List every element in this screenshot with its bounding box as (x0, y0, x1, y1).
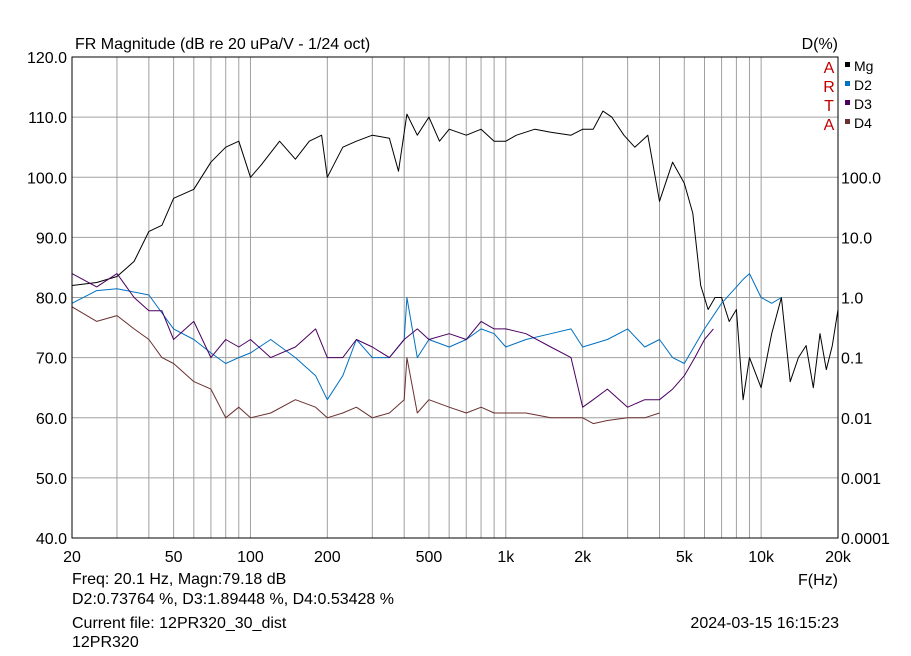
x-tick-label: 5k (676, 549, 694, 566)
x-tick-label: 200 (314, 549, 341, 566)
grid (72, 57, 838, 538)
legend-label-mg: Mg (854, 58, 873, 74)
cursor-readout-distortion: D2:0.73764 %, D3:1.89448 %, D4:0.53428 % (72, 591, 394, 608)
x-tick-label: 500 (416, 549, 443, 566)
y-tick-label: 40.0 (36, 531, 67, 548)
legend-swatch-mg (845, 62, 850, 67)
x-tick-label: 100 (237, 549, 264, 566)
y-tick-label: 110.0 (28, 110, 67, 127)
y2-tick-label: 100.0 (841, 170, 881, 187)
y-tick-label: 100.0 (27, 170, 67, 187)
series-line-mg (71, 110, 839, 401)
y-tick-label: 90.0 (36, 230, 67, 247)
y2-tick-label: 1.0 (841, 291, 863, 308)
y2-tick-label: 0.01 (841, 411, 872, 428)
series-group (71, 110, 839, 425)
chart-title: FR Magnitude (dB re 20 uPa/V - 1/24 oct) (75, 36, 370, 53)
x-tick-label: 50 (165, 549, 183, 566)
series-line-d3 (71, 273, 714, 408)
x-tick-label: 1k (497, 549, 515, 566)
y-tick-label: 60.0 (36, 411, 67, 428)
x-axis-ticks: 20 50 100 200 500 1k 2k 5k 10k 20k (63, 549, 852, 566)
legend-swatch-d4 (845, 119, 850, 124)
cursor-readout-freq: Freq: 20.1 Hz, Magn:79.18 dB (72, 571, 287, 588)
watermark-letter: A (824, 117, 835, 134)
y2-tick-label: 10.0 (841, 230, 872, 247)
watermark-letter: R (823, 79, 835, 96)
x-tick-label: 20k (825, 549, 852, 566)
legend-swatch-d2 (845, 81, 850, 86)
plot-frame (71, 56, 839, 539)
series-line-d2 (71, 273, 782, 401)
y2-tick-label: 0.1 (841, 351, 863, 368)
y-tick-label: 80.0 (36, 291, 67, 308)
y-tick-label: 50.0 (36, 471, 67, 488)
watermark-letter: A (824, 60, 835, 77)
current-file-label: Current file: 12PR320_30_dist (72, 615, 287, 632)
y-tick-label: 70.0 (36, 351, 67, 368)
device-name: 12PR320 (72, 634, 139, 651)
watermark-letter: T (824, 98, 834, 115)
series-line-d4 (71, 306, 660, 425)
legend-label-d2: D2 (854, 77, 872, 93)
y2-tick-label: 0.001 (841, 471, 881, 488)
x-tick-label: 10k (748, 549, 775, 566)
y-tick-label: 120.0 (27, 50, 67, 67)
legend-label-d4: D4 (854, 115, 872, 131)
left-axis-ticks: 40.0 50.0 60.0 70.0 80.0 90.0 100.0 110.0 120.0 (27, 50, 67, 548)
x-tick-label: 20 (63, 549, 81, 566)
legend-swatch-d3 (845, 100, 850, 105)
x-axis-label: F(Hz) (798, 572, 838, 589)
legend-label-d3: D3 (854, 96, 872, 112)
y2-tick-label: 0.0001 (841, 531, 890, 548)
legend: Mg D2 D3 D4 (845, 58, 873, 131)
right-axis-title: D(%) (802, 36, 838, 53)
x-tick-label: 2k (574, 549, 592, 566)
timestamp: 2024-03-15 16:15:23 (690, 615, 839, 632)
right-axis-ticks: 0.0001 0.001 0.01 0.1 1.0 10.0 100.0 (841, 170, 890, 548)
